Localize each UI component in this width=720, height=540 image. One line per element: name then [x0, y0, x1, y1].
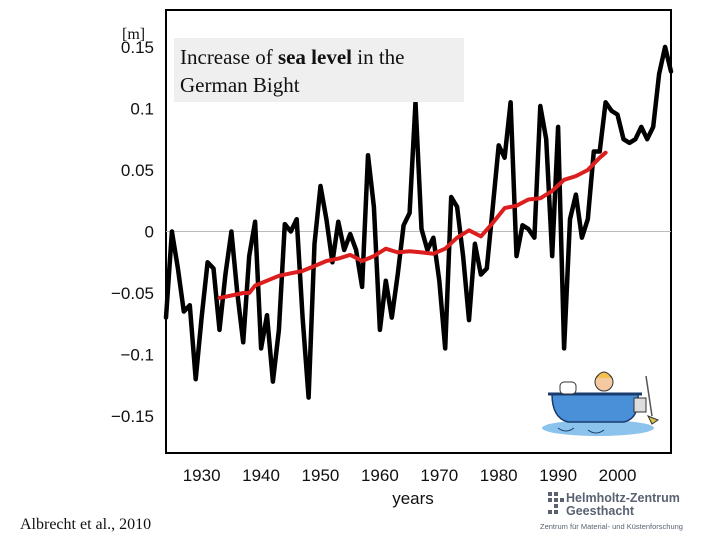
y-tick-label: 0 [145, 223, 154, 242]
chart-title-box: Increase of sea level in the German Bigh… [174, 38, 464, 102]
y-tick-label: 0.15 [121, 38, 154, 57]
logo-line-1: Helmholtz-Zentrum [566, 491, 680, 505]
x-tick-label: 1970 [420, 466, 458, 485]
helmholtz-logo: Helmholtz-Zentrum Geesthacht Zentrum für… [540, 490, 720, 536]
title-bold: sea level [277, 45, 352, 69]
citation: Albrecht et al., 2010 [20, 516, 152, 533]
y-tick-label: −0.15 [111, 407, 154, 426]
x-tick-label: 1950 [302, 466, 340, 485]
title-suffix: in the German Bight [180, 45, 405, 97]
annual-sea-level-line [163, 44, 674, 400]
x-tick-label: 1940 [242, 466, 280, 485]
x-tick-label: 1980 [480, 466, 518, 485]
y-tick-label: −0.1 [120, 346, 154, 365]
y-tick-label: 0.1 [130, 99, 154, 118]
x-tick-label: 1960 [361, 466, 399, 485]
title-prefix: Increase of [180, 45, 278, 69]
x-tick-label: 2000 [599, 466, 637, 485]
trend-sea-level-line [217, 150, 608, 300]
helmholtz-logo-mark-icon [548, 492, 564, 514]
x-tick-label: 1930 [183, 466, 221, 485]
unit-label: [m] [122, 26, 146, 43]
bathtub-cartoon-illustration [542, 371, 660, 436]
y-tick-label: −0.05 [111, 284, 154, 303]
x-tick-label: 1990 [539, 466, 577, 485]
logo-line-2: Geesthacht [566, 504, 635, 518]
y-tick-label: 0.05 [121, 161, 154, 180]
x-axis-title: years [392, 489, 434, 508]
logo-subtitle: Zentrum für Material- und Küstenforschun… [540, 522, 683, 531]
